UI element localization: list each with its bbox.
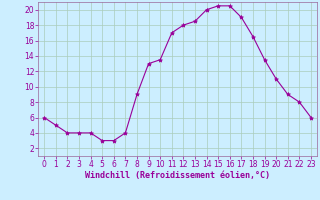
X-axis label: Windchill (Refroidissement éolien,°C): Windchill (Refroidissement éolien,°C): [85, 171, 270, 180]
